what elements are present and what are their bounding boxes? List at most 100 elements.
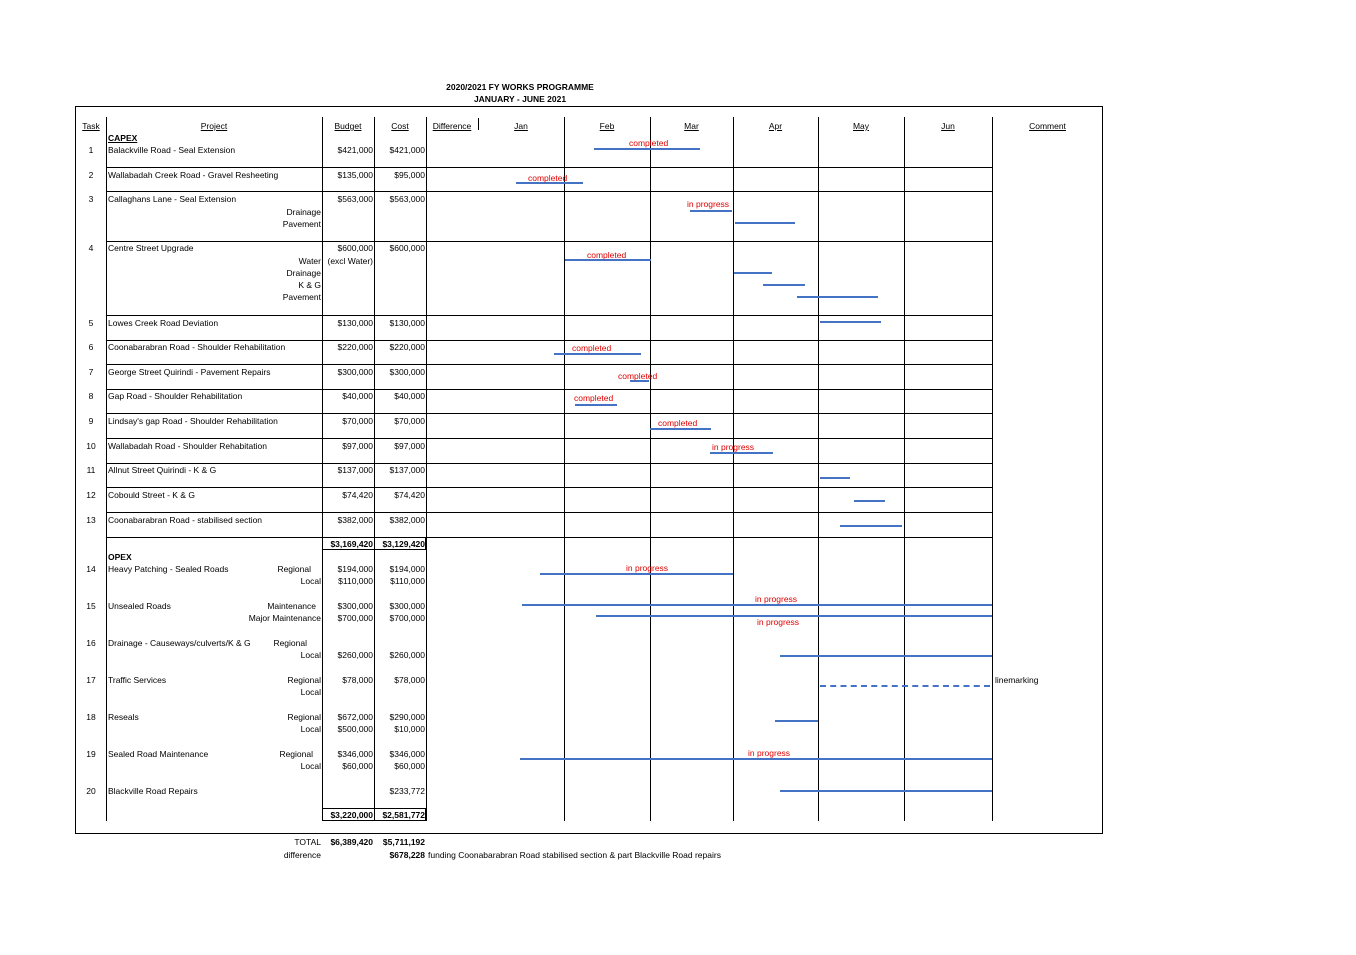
cost-value: $97,000: [394, 441, 425, 451]
task-number: 20: [86, 786, 96, 796]
row-line: [106, 191, 992, 192]
header-month-mar: Mar: [684, 121, 699, 131]
cost-value: $563,000: [389, 194, 425, 204]
cost-value: $382,000: [389, 515, 425, 525]
task-number: 5: [88, 318, 94, 328]
status-label: in progress: [755, 594, 798, 604]
row-line: [106, 487, 992, 488]
project-name: Allnut Street Quirindi - K & G: [108, 465, 217, 475]
grand-total-cost: $5,711,192: [382, 837, 425, 847]
header-month-apr: Apr: [768, 121, 783, 131]
project-name: Wallabadah Road - Shoulder Rehabitation: [108, 441, 267, 451]
total-label: TOTAL: [294, 837, 321, 847]
task-number: 8: [88, 391, 94, 401]
project-name: Heavy Patching - Sealed Roads: [108, 564, 229, 574]
task-number: 3: [88, 194, 94, 204]
project-name: Lindsay's gap Road - Shoulder Rehabilita…: [108, 416, 278, 426]
budget-value: $194,000: [337, 564, 373, 574]
gantt-bar: [710, 452, 773, 454]
row-line: [106, 315, 992, 316]
row-line: [106, 438, 992, 439]
gantt-bar: [797, 296, 878, 298]
budget-value: $260,000: [337, 650, 373, 660]
header-month-jan: Jan: [514, 121, 528, 131]
grid-line: [564, 117, 565, 821]
budget-value: $700,000: [337, 613, 373, 623]
sub-item-label: Maintenance: [267, 601, 316, 611]
cost-value: $300,000: [389, 601, 425, 611]
gantt-bar: [780, 655, 992, 657]
budget-value: $40,000: [342, 391, 373, 401]
gantt-bar: [630, 380, 649, 382]
report-title: 2020/2021 FY WORKS PROGRAMME: [446, 82, 594, 92]
cost-value: $600,000: [389, 243, 425, 253]
grid-line: [992, 117, 993, 821]
grid-line: [374, 117, 375, 821]
task-number: 9: [88, 416, 94, 426]
row-line: [106, 537, 992, 538]
task-number: 7: [88, 367, 94, 377]
project-name: George Street Quirindi - Pavement Repair…: [108, 367, 271, 377]
gantt-bar: [735, 222, 795, 224]
status-label: completed: [629, 138, 669, 148]
status-label: in progress: [757, 617, 800, 627]
gantt-bar: [820, 477, 850, 479]
gantt-bar: [763, 284, 805, 286]
grid-line: [322, 117, 323, 821]
gantt-bar-dashed: [820, 685, 990, 687]
row-line: [106, 512, 992, 513]
budget-value: $135,000: [337, 170, 373, 180]
budget-value: $60,000: [342, 761, 373, 771]
sub-item-label: Local: [300, 761, 321, 771]
table-frame: [75, 106, 1103, 834]
cost-value: $60,000: [394, 761, 425, 771]
budget-value: $110,000: [338, 576, 373, 586]
status-label: completed: [572, 343, 612, 353]
cost-value: $110,000: [390, 576, 425, 586]
cost-value: $300,000: [389, 367, 425, 377]
task-number: 13: [86, 515, 96, 525]
task-number: 10: [86, 441, 96, 451]
sub-item-label: Pavement: [282, 219, 321, 229]
sub-item-label: Regional: [287, 675, 321, 685]
budget-value: $70,000: [342, 416, 373, 426]
cost-value: $290,000: [389, 712, 425, 722]
cost-value: $346,000: [389, 749, 425, 759]
gantt-bar: [565, 259, 651, 261]
cost-value: $137,000: [389, 465, 425, 475]
header-project: Project: [200, 121, 228, 131]
budget-value: $563,000: [337, 194, 373, 204]
budget-value: $74,420: [342, 490, 373, 500]
gantt-bar: [820, 321, 881, 323]
budget-value: $130,000: [337, 318, 373, 328]
budget-value: $382,000: [337, 515, 373, 525]
header-task: Task: [82, 121, 100, 131]
cost-value: $220,000: [389, 342, 425, 352]
budget-value: $500,000: [337, 724, 373, 734]
gantt-bar: [520, 758, 992, 760]
sub-item-label: Local: [300, 576, 321, 586]
opex-total-cost: $2,581,772: [382, 810, 425, 820]
project-name: Cobould Street - K & G: [108, 490, 195, 500]
row-line: [106, 241, 992, 242]
task-number: 4: [88, 243, 94, 253]
budget-value: $78,000: [342, 675, 373, 685]
opex-total-budget: $3,220,000: [330, 810, 373, 820]
grid-line: [733, 117, 734, 821]
gantt-bar: [575, 404, 617, 406]
budget-value: $300,000: [337, 367, 373, 377]
cost-value: $10,000: [394, 724, 425, 734]
header-budget: Budget: [334, 121, 362, 131]
report-subtitle: JANUARY - JUNE 2021: [473, 94, 567, 104]
difference-note: funding Coonabarabran Road stabilised se…: [428, 850, 721, 860]
task-number: 18: [86, 712, 96, 722]
status-label: completed: [587, 250, 627, 260]
header-difference: Difference: [432, 121, 472, 131]
project-name: Sealed Road Maintenance: [108, 749, 209, 759]
project-name: Coonabarabran Road - Shoulder Rehabilita…: [108, 342, 286, 352]
header-month-may: May: [852, 121, 870, 131]
sub-item-label: Local: [300, 687, 321, 697]
gantt-bar: [554, 353, 641, 355]
task-number: 16: [86, 638, 96, 648]
status-label: in progress: [748, 748, 791, 758]
